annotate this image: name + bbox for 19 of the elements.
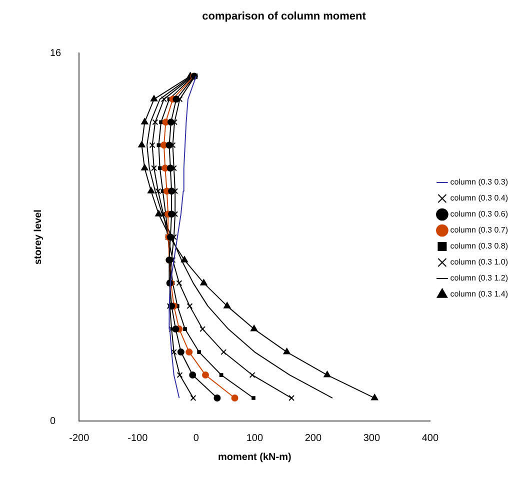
x-tick-label: 100 (246, 432, 264, 444)
chart-title: comparison of column moment (202, 10, 366, 23)
legend-label: column (0.3 1.4) (450, 290, 508, 299)
y-tick-label: 16 (50, 48, 62, 59)
legend-label: column (0.3 0.4) (450, 194, 508, 203)
legend-label: column (0.3 0.3) (450, 178, 508, 187)
x-tick-label: 400 (422, 432, 439, 444)
legend-label: column (0.3 0.7) (450, 226, 508, 235)
legend-label: column (0.3 1.2) (450, 274, 508, 283)
x-axis-title: moment (kN-m) (218, 452, 292, 463)
legend-label: column (0.3 0.8) (450, 242, 508, 251)
y-axis-title: storey level (32, 209, 44, 265)
x-tick-label: 200 (304, 432, 322, 444)
x-tick-label: 0 (193, 432, 200, 444)
x-tick-label: -100 (128, 432, 148, 444)
legend-label: column (0.3 1.0) (450, 258, 508, 267)
x-tick-label: 300 (363, 432, 380, 444)
x-tick-label: -200 (69, 432, 90, 444)
legend-label: column (0.3 0.6) (450, 210, 508, 219)
